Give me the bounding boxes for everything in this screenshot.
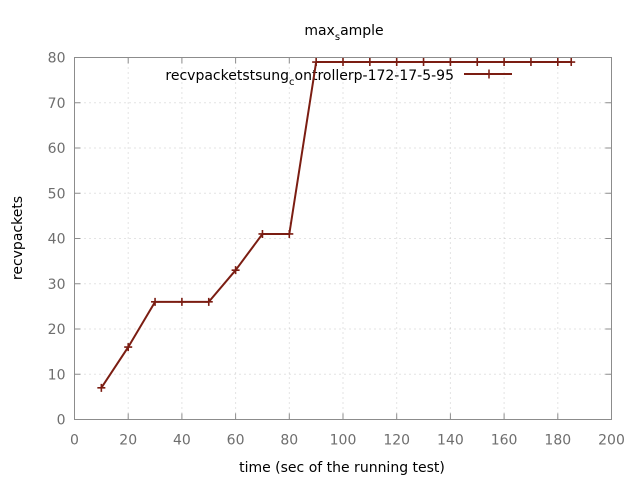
data-point — [526, 58, 535, 67]
x-tick-label: 60 — [227, 433, 245, 449]
data-point — [419, 58, 428, 67]
data-point — [97, 383, 106, 392]
x-tick-label: 80 — [280, 433, 298, 449]
chart-title: maxsample — [304, 23, 383, 43]
x-tick-label: 40 — [173, 433, 191, 449]
data-point — [365, 58, 374, 67]
y-tick-label: 50 — [48, 186, 66, 202]
data-point — [567, 58, 576, 67]
data-point — [339, 58, 347, 67]
legend: recvpacketstsungcontrollerp-172-17-5-95 — [165, 68, 512, 88]
data-point — [312, 58, 321, 67]
y-axis-label: recvpackets — [10, 196, 26, 280]
grid-lines — [74, 57, 612, 420]
data-point — [124, 343, 133, 352]
legend-entry-label: recvpacketstsungcontrollerp-172-17-5-95 — [165, 68, 454, 88]
data-point — [500, 58, 509, 67]
plot-frame — [74, 57, 612, 420]
y-tick-label: 20 — [48, 322, 66, 338]
x-tick-label: 180 — [544, 433, 571, 449]
tick-labels: 0 20 40 60 80 100 120 140 160 180 200 0 10 20 30 40 50 60… — [48, 51, 625, 449]
x-tick-label: 200 — [598, 433, 625, 449]
data-point — [151, 297, 160, 306]
y-tick-label: 80 — [48, 51, 66, 67]
x-tick-label: 160 — [491, 433, 518, 449]
data-point — [258, 229, 267, 238]
x-tick-label: 100 — [330, 433, 357, 449]
data-point — [231, 266, 240, 275]
series-line — [100, 61, 572, 389]
x-axis-label: time (sec of the running test) — [239, 460, 445, 476]
x-tick-label: 120 — [383, 433, 410, 449]
legend-point-marker — [484, 69, 494, 79]
y-tick-label: 60 — [48, 141, 66, 157]
data-point — [553, 58, 562, 67]
y-tick-label: 40 — [48, 232, 66, 248]
y-tick-label: 70 — [48, 96, 66, 112]
x-tick-label: 140 — [437, 433, 464, 449]
data-point — [446, 58, 455, 67]
data-point — [392, 58, 401, 67]
data-point — [204, 297, 213, 306]
data-point — [473, 58, 482, 67]
y-tick-label: 30 — [48, 277, 66, 293]
y-tick-label: 10 — [48, 367, 66, 383]
y-tick-label: 0 — [57, 413, 66, 429]
x-tick-label: 0 — [70, 433, 79, 449]
series-layer — [97, 58, 576, 392]
data-point — [177, 297, 186, 306]
x-tick-label: 20 — [119, 433, 137, 449]
data-point — [285, 229, 294, 238]
